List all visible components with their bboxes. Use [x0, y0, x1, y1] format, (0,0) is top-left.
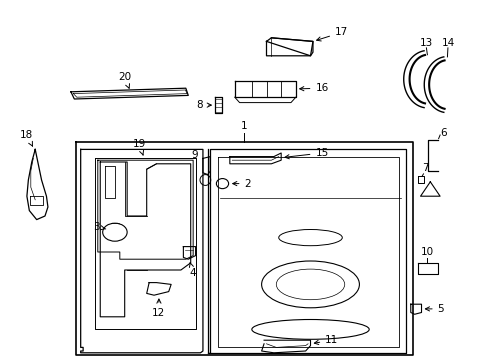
Text: 7: 7 — [421, 163, 428, 173]
Text: 4: 4 — [189, 262, 196, 278]
Text: 5: 5 — [425, 304, 444, 314]
Text: 16: 16 — [299, 83, 328, 93]
Text: 12: 12 — [152, 299, 165, 318]
Text: 10: 10 — [420, 247, 432, 257]
Text: 15: 15 — [285, 148, 328, 159]
Text: 2: 2 — [232, 179, 251, 189]
Text: 9: 9 — [191, 150, 198, 160]
Text: 8: 8 — [196, 100, 211, 110]
Text: 17: 17 — [316, 27, 347, 41]
Text: 20: 20 — [118, 72, 131, 88]
Text: 11: 11 — [314, 335, 338, 345]
Text: 3: 3 — [93, 222, 105, 232]
Text: 14: 14 — [441, 38, 455, 48]
Text: 6: 6 — [439, 128, 446, 138]
Text: 1: 1 — [241, 121, 247, 131]
Text: 18: 18 — [20, 130, 34, 146]
Text: 19: 19 — [132, 139, 146, 155]
Text: 13: 13 — [419, 38, 432, 48]
